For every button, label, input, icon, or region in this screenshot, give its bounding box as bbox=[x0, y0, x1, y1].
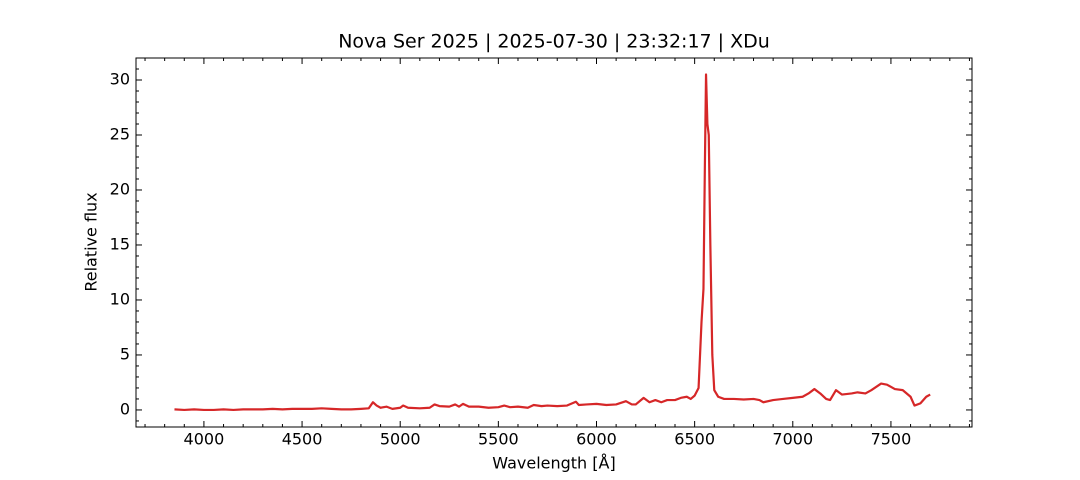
y-tick-label: 15 bbox=[110, 234, 130, 253]
spectrum-line bbox=[174, 73, 931, 412]
y-tick-label: 30 bbox=[110, 69, 130, 88]
x-tick-label: 4000 bbox=[184, 430, 225, 449]
y-tick-label: 0 bbox=[120, 399, 130, 418]
x-tick-label: 7000 bbox=[772, 430, 813, 449]
x-tick-label: 6500 bbox=[674, 430, 715, 449]
chart-title: Nova Ser 2025 | 2025-07-30 | 23:32:17 | … bbox=[338, 31, 770, 53]
x-axis-label: Wavelength [Å] bbox=[492, 454, 615, 473]
x-tick-label: 4500 bbox=[282, 430, 323, 449]
plot-frame bbox=[135, 57, 973, 428]
y-tick-label: 25 bbox=[110, 124, 130, 143]
y-axis-label: Relative flux bbox=[82, 192, 101, 291]
x-tick-label: 7500 bbox=[871, 430, 912, 449]
y-tick-label: 10 bbox=[110, 289, 130, 308]
x-tick-label: 6000 bbox=[576, 430, 617, 449]
y-tick-label: 20 bbox=[110, 179, 130, 198]
y-tick-label: 5 bbox=[120, 344, 130, 363]
x-tick-label: 5500 bbox=[478, 430, 519, 449]
x-tick-label: 5000 bbox=[380, 430, 421, 449]
